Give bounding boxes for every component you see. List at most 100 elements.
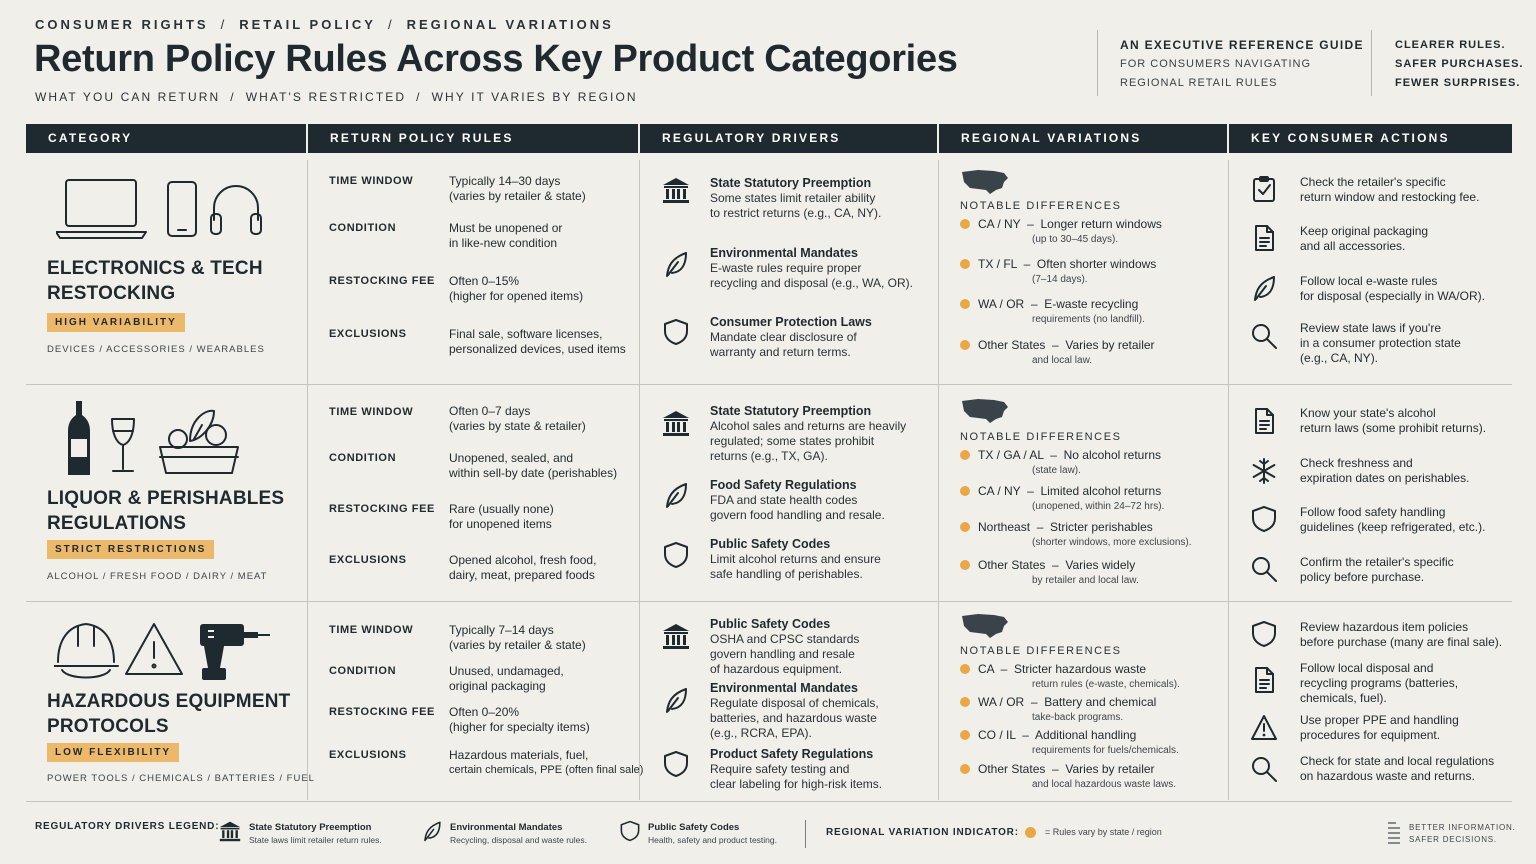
shield-icon	[664, 319, 688, 345]
rule-value: Often 0–20% (higher for specialty items)	[449, 705, 590, 734]
variation-dot	[960, 219, 970, 229]
shield-icon	[1252, 506, 1276, 532]
variation-dot	[960, 730, 970, 740]
category-title: HAZARDOUS EQUIPMENT PROTOCOLS	[47, 691, 291, 737]
rule-label: CONDITION	[329, 665, 397, 677]
subtitle-crumbs: WHAT YOU CAN RETURN / WHAT'S RESTRICTED / WH…	[35, 90, 638, 104]
rule-label: TIME WINDOW	[329, 175, 414, 187]
rule-value: Unopened, sealed, and within sell-by date…	[449, 451, 618, 480]
driver-item: Food Safety Regulations FDA and state hea…	[710, 478, 885, 522]
region-item: Other States – Varies by retailer and loc…	[960, 338, 1155, 368]
leaf-icon	[666, 688, 687, 713]
region-item: WA / OR – Battery and chemical take-back …	[960, 695, 1156, 725]
action-item: Follow local disposal and recycling progr…	[1300, 661, 1459, 705]
page-title: Return Policy Rules Across Key Product C…	[34, 38, 958, 80]
rule-label: TIME WINDOW	[329, 624, 414, 636]
courthouse-icon	[663, 178, 689, 203]
tagline: CLEARER RULES. SAFER PURCHASES. FEWER SU…	[1395, 39, 1524, 89]
rule-value: Typically 14–30 days (varies by retailer …	[449, 174, 586, 203]
region-item: CA – Stricter hazardous waste return rule…	[960, 662, 1180, 692]
variation-dot	[1025, 827, 1036, 838]
legend-item: Environmental Mandates Recycling, disposa…	[450, 822, 588, 845]
variation-dot	[960, 340, 970, 350]
breadcrumb-item: REGIONAL VARIATIONS	[406, 17, 614, 32]
variation-dot	[960, 560, 970, 570]
column-divider	[938, 160, 939, 800]
warning-icon	[125, 623, 183, 675]
us-map-icon	[962, 399, 1008, 423]
header-divider	[1371, 30, 1372, 96]
region-item: Northeast – Stricter perishables (shorter…	[960, 520, 1192, 550]
variation-dot	[960, 486, 970, 496]
driver-item: Environmental Mandates E-waste rules requ…	[710, 246, 913, 290]
rule-label: TIME WINDOW	[329, 406, 414, 418]
leaf-icon	[1254, 276, 1275, 301]
breadcrumb-item: RETAIL POLICY	[239, 17, 376, 32]
column-header-rules: RETURN POLICY RULES	[308, 124, 640, 153]
rule-label: EXCLUSIONS	[329, 749, 407, 761]
wine-glass-icon	[111, 418, 135, 472]
header-divider	[1097, 30, 1098, 96]
rule-value: Rare (usually none) for unopened items	[449, 502, 554, 531]
lines-icon	[1388, 822, 1400, 844]
region-item: TX / FL – Often shorter windows (7–14 day…	[960, 257, 1156, 287]
driver-item: Consumer Protection Laws Mandate clear di…	[710, 315, 872, 359]
column-header-actions: KEY CONSUMER ACTIONS	[1251, 131, 1450, 145]
category-tags: POWER TOOLS / CHEMICALS / BATTERIES / FU…	[47, 773, 315, 784]
warning-icon	[1251, 715, 1277, 740]
driver-item: Product Safety Regulations Require safety…	[710, 747, 883, 791]
food-basket-icon	[159, 409, 239, 474]
search-icon	[1252, 324, 1277, 349]
rule-label: CONDITION	[329, 222, 397, 234]
status-badge: HIGH VARIABILITY	[47, 313, 185, 332]
action-item: Confirm the retailer's specific policy be…	[1300, 555, 1454, 584]
breadcrumb-item: CONSUMER RIGHTS	[35, 17, 209, 32]
rule-value: Often 0–15% (higher for opened items)	[449, 274, 584, 303]
column-divider	[1228, 160, 1229, 800]
category-tags: ALCOHOL / FRESH FOOD / DAIRY / MEAT	[47, 571, 268, 582]
breadcrumb: CONSUMER RIGHTS / RETAIL POLICY / REGIONAL V…	[35, 17, 614, 32]
legend-divider	[805, 820, 806, 848]
document-icon	[1255, 667, 1274, 693]
courthouse-icon	[663, 411, 689, 436]
region-item: TX / GA / AL – No alcohol returns (state …	[960, 448, 1161, 478]
document-icon	[1255, 408, 1274, 434]
notable-differences-label: NOTABLE DIFFERENCES	[960, 200, 1122, 212]
column-divider	[307, 160, 308, 800]
legend-item: Public Safety Codes Health, safety and pr…	[648, 822, 777, 845]
driver-item: State Statutory Preemption Alcohol sales …	[710, 404, 907, 463]
legend-item: State Statutory Preemption State laws lim…	[249, 822, 382, 845]
legend-label: REGULATORY DRIVERS LEGEND:	[35, 821, 220, 832]
regional-indicator-text: = Rules vary by state / region	[1045, 827, 1162, 837]
leaf-icon	[424, 821, 441, 842]
rule-label: RESTOCKING FEE	[329, 503, 435, 515]
region-item: WA / OR – E-waste recycling requirements …	[960, 297, 1145, 327]
subtitle-item: WHY IT VARIES BY REGION	[431, 90, 638, 104]
shield-icon	[620, 820, 640, 842]
category-title: LIQUOR & PERISHABLES REGULATIONS	[47, 488, 285, 534]
action-item: Know your state's alcohol return laws (so…	[1300, 406, 1487, 435]
category-tags: DEVICES / ACCESSORIES / WEARABLES	[47, 344, 265, 355]
category-icons	[54, 618, 274, 682]
search-icon	[1252, 557, 1277, 582]
document-icon	[1255, 225, 1274, 251]
rule-label: EXCLUSIONS	[329, 328, 407, 340]
subtitle-item: WHAT YOU CAN RETURN	[35, 90, 221, 104]
action-item: Check freshness and expiration dates on p…	[1300, 456, 1470, 485]
rule-label: CONDITION	[329, 452, 397, 464]
variation-dot	[960, 764, 970, 774]
action-item: Follow food safety handling guidelines (k…	[1300, 505, 1486, 534]
region-item: CA / NY – Limited alcohol returns (unopen…	[960, 484, 1164, 514]
driver-item: Environmental Mandates Regulate disposal …	[710, 681, 879, 740]
driver-item: Public Safety Codes Limit alcohol returns…	[710, 537, 881, 581]
category-title: ELECTRONICS & TECH RESTOCKING	[47, 258, 263, 304]
status-badge: STRICT RESTRICTIONS	[47, 540, 215, 559]
table-row-electronics: ELECTRONICS & TECH RESTOCKING HIGH VARIA…	[26, 160, 1512, 384]
variation-dot	[960, 697, 970, 707]
variation-dot	[960, 450, 970, 460]
rule-value: Must be unopened or in like-new condition	[449, 221, 563, 250]
subtitle-item: WHAT'S RESTRICTED	[245, 90, 407, 104]
column-header-regions: REGIONAL VARIATIONS	[939, 124, 1229, 153]
hard-hat-icon	[54, 623, 119, 679]
us-map-icon	[962, 170, 1008, 194]
